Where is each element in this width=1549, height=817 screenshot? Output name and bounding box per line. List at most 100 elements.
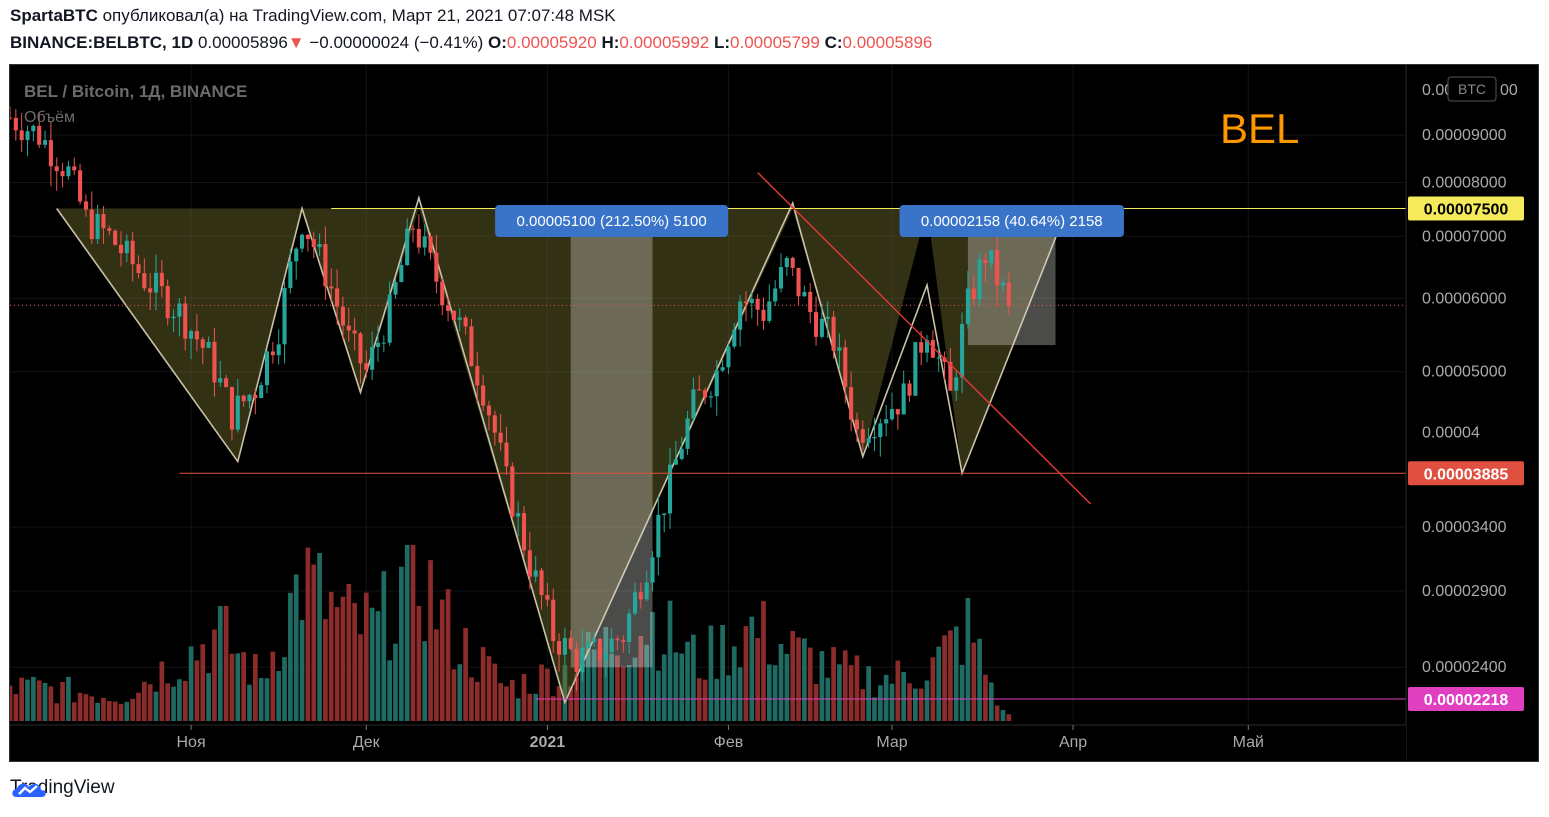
volume-bar — [615, 655, 620, 721]
candle-body — [311, 239, 316, 248]
candle-body — [557, 641, 562, 655]
price-chart-svg[interactable]: 0.00009000 0.00008000 0.00007000 0.00006000… — [10, 65, 1538, 761]
candle-body — [177, 303, 182, 317]
candle-body — [983, 259, 988, 264]
candle-body — [574, 648, 579, 673]
volume-bar — [159, 661, 165, 721]
open-value: 0.00005920 — [506, 33, 597, 52]
volume-bar — [708, 625, 714, 721]
candle-body — [428, 236, 433, 253]
candle-body — [919, 342, 924, 353]
level-label-low: 0.00002218 — [1424, 692, 1509, 709]
tradingview-brand[interactable]: TradingView — [10, 777, 115, 799]
volume-bar — [521, 674, 527, 721]
candle-body — [895, 409, 900, 415]
volume-bar — [837, 664, 842, 721]
volume-bar — [755, 638, 760, 721]
volume-bar — [212, 629, 217, 721]
candle-body — [609, 638, 614, 653]
candle-body — [253, 394, 258, 399]
volume-bar — [451, 669, 457, 721]
candle-body — [89, 209, 94, 240]
candle-body — [270, 351, 275, 356]
candle-body — [580, 647, 585, 673]
candle-body — [78, 170, 83, 202]
candle-body — [72, 166, 77, 171]
candle-body — [521, 513, 527, 551]
volume-bar — [276, 671, 282, 721]
volume-bar — [200, 644, 206, 721]
candle-body — [738, 301, 743, 330]
volume-bar — [679, 653, 685, 721]
close-label: C: — [824, 33, 843, 52]
author-name[interactable]: SpartaBTC — [10, 6, 98, 25]
time-label-3: Фев — [714, 734, 744, 751]
pattern-fill-1 — [302, 208, 419, 393]
candle-body — [224, 378, 229, 387]
candle-body — [562, 638, 567, 655]
volume-bar — [311, 564, 317, 721]
volume-bar — [632, 657, 638, 721]
candle-body — [142, 273, 147, 289]
volume-bar — [252, 654, 258, 721]
candle-body — [650, 557, 655, 583]
candle-body — [1000, 282, 1006, 286]
volume-bar — [118, 703, 124, 721]
currency-badge-label: BTC — [1458, 81, 1486, 97]
volume-bar — [194, 660, 200, 721]
candle-body — [732, 329, 737, 347]
volume-bar — [434, 629, 439, 721]
volume-bar — [971, 642, 977, 721]
volume-bar — [860, 689, 866, 721]
candle-body — [370, 346, 375, 370]
low-value: 0.00005799 — [730, 33, 820, 52]
volume-bar — [469, 677, 474, 721]
volume-bar — [562, 665, 568, 721]
volume-bar — [393, 643, 398, 721]
volume-bar — [352, 603, 357, 721]
tradingview-cloud-icon — [12, 783, 46, 797]
volume-bar — [842, 650, 848, 721]
price-tick-0: 0.00009000 — [1422, 127, 1507, 144]
high-label: H: — [601, 33, 620, 52]
volume-bar — [965, 597, 971, 721]
pattern-fill-4 — [927, 208, 1068, 474]
volume-bar — [54, 703, 60, 721]
chart-panel[interactable]: 0.00009000 0.00008000 0.00007000 0.00006000… — [9, 64, 1539, 762]
volume-bar — [766, 664, 772, 721]
level-label-resistance: 0.00007500 — [1424, 201, 1509, 218]
candle-body — [673, 459, 678, 465]
volume-bar — [416, 605, 422, 721]
candle-body — [743, 301, 749, 304]
candle-body — [422, 236, 427, 248]
price-tick-2: 0.00007000 — [1422, 228, 1507, 245]
candle-body — [317, 243, 322, 248]
candle-body — [603, 652, 608, 661]
volume-bar — [685, 641, 690, 721]
volume-bar — [994, 705, 1000, 721]
volume-bar — [363, 592, 369, 721]
candle-body — [229, 386, 235, 430]
candle-body — [866, 438, 871, 443]
volume-bar — [609, 653, 614, 721]
symbol-watermark: BEL — [1220, 105, 1299, 152]
candle-body — [825, 316, 830, 319]
candle-body — [399, 265, 404, 283]
candle-body — [667, 464, 673, 514]
currency-badge[interactable] — [1447, 76, 1497, 102]
candle-body — [860, 429, 865, 443]
volume-bar — [346, 583, 352, 721]
candle-body — [31, 125, 36, 132]
candle-body — [527, 550, 532, 577]
volume-bar — [948, 630, 953, 721]
volume-bar — [790, 630, 796, 721]
candle-body — [977, 259, 982, 300]
candle-body — [241, 395, 246, 402]
volume-bar — [585, 631, 591, 721]
candle-body — [83, 201, 88, 210]
candle-body — [60, 171, 65, 177]
candle-body — [720, 367, 725, 371]
publish-text: опубликовал(а) на TradingView.com, Март … — [102, 6, 616, 25]
volume-bar — [656, 670, 661, 721]
candle-body — [884, 419, 889, 424]
